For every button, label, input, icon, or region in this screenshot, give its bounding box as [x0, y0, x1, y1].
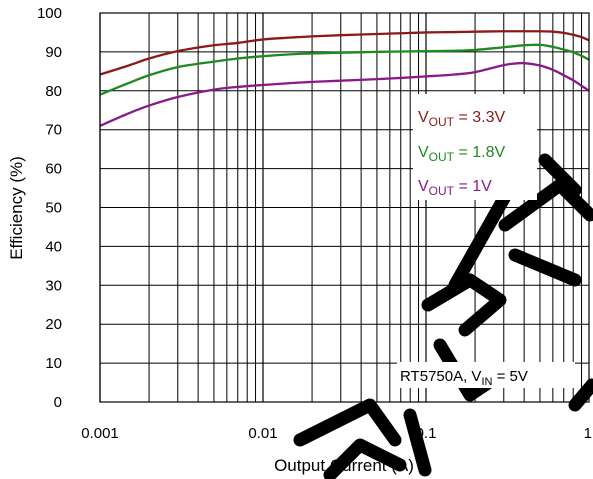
y-tick-label: 100 — [37, 5, 62, 22]
series-line-0 — [99, 30, 590, 76]
x-axis-title: Output Current (A) — [274, 456, 414, 475]
series-line-1 — [99, 43, 590, 96]
y-axis-title: Efficiency (%) — [7, 156, 26, 260]
legend-label-suffix: = 3.3V — [454, 109, 505, 126]
grid-lines — [99, 12, 589, 403]
legend-label-prefix: V — [418, 144, 429, 161]
legend-label-suffix: = 1.8V — [454, 144, 505, 161]
y-tick-label: 10 — [45, 355, 62, 372]
y-tick-label: 80 — [45, 83, 62, 100]
x-tick-label: 0.001 — [81, 425, 119, 442]
y-tick-label: 90 — [45, 44, 62, 61]
annotation-sub: IN — [481, 376, 492, 388]
legend-label-suffix: = 1V — [454, 178, 492, 195]
y-tick-label: 50 — [45, 200, 62, 217]
legend-label-sub: OUT — [429, 115, 455, 129]
annotation-box — [397, 362, 575, 388]
x-tick-label: 1 — [584, 425, 592, 442]
y-tick-label: 30 — [45, 277, 62, 294]
legend-label-prefix: V — [418, 109, 429, 126]
annotation-prefix: RT5750A, V — [400, 368, 481, 385]
legend-entry-vout-1-8v: VOUT = 1.8V — [418, 144, 505, 164]
legend-label-sub: OUT — [429, 184, 455, 198]
y-tick-label: 0 — [54, 394, 62, 411]
legend-entry-vout-3-3v: VOUT = 3.3V — [418, 109, 505, 129]
legend-entry-vout-1v: VOUT = 1V — [418, 178, 492, 198]
test-condition-annotation: RT5750A, VIN = 5V — [400, 368, 528, 388]
legend-label-sub: OUT — [429, 150, 455, 164]
legend-box — [413, 94, 537, 200]
y-tick-label: 40 — [45, 238, 62, 255]
series-line-2 — [99, 61, 590, 127]
plot-frame — [99, 12, 590, 403]
series-curves — [99, 30, 590, 127]
x-tick-label: 0.01 — [248, 425, 277, 442]
annotation-suffix: = 5V — [492, 368, 527, 385]
legend-label-prefix: V — [418, 178, 429, 195]
y-tick-label: 60 — [45, 161, 62, 178]
y-tick-label: 70 — [45, 122, 62, 139]
y-tick-label: 20 — [45, 316, 62, 333]
